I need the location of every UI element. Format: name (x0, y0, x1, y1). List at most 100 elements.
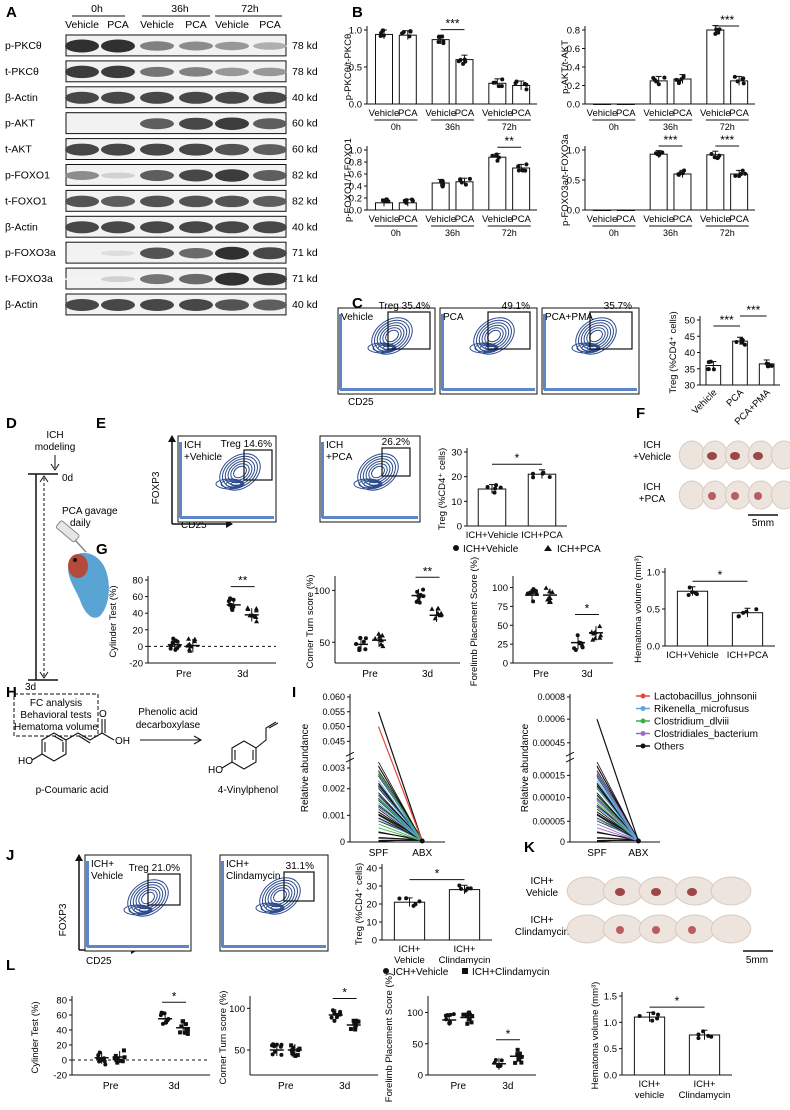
data-point (183, 1022, 188, 1027)
data-point (467, 1017, 472, 1022)
y-tick-label: 0.0 (567, 100, 580, 111)
significance-mark: ** (423, 564, 433, 578)
blot-band (215, 299, 249, 311)
data-point (494, 483, 499, 488)
timeline-gavage: PCA gavage (62, 506, 118, 517)
flow-leftline (179, 442, 182, 518)
y-tick-label: 0 (138, 642, 143, 653)
y-tick-label: 25 (497, 640, 508, 651)
contour-ring (270, 905, 282, 911)
data-point (490, 153, 495, 158)
group-label: 72h (720, 228, 735, 238)
contour-ring (368, 481, 380, 487)
blot-band (179, 247, 213, 259)
y-tick-label: 100 (407, 1008, 423, 1019)
data-point (693, 590, 698, 595)
coumaric-o: O (99, 709, 107, 720)
data-point (651, 1011, 656, 1016)
y-tick-label: 10 (451, 497, 462, 508)
y-tick-label: 0 (457, 522, 462, 533)
blot-row-kd: 82 kd (292, 195, 318, 207)
y-tick-label: 0.001 (322, 810, 345, 820)
data-point (270, 1052, 275, 1057)
bar (673, 173, 692, 211)
contour-ring (484, 327, 504, 345)
data-point (463, 182, 468, 187)
brain-f-row2-label1: ICH (643, 482, 660, 493)
y-tick-label: 0.060 (322, 692, 345, 702)
significance-mark: * (515, 451, 520, 465)
y-tick-label: 0.00015 (532, 770, 565, 780)
x-tick-label: PCA (511, 214, 531, 225)
y-tick-label: 1.5 (604, 992, 617, 1003)
x-tick-label: Vehicle (690, 387, 719, 416)
y-tick-label: 0.8 (349, 158, 362, 169)
data-point (459, 180, 464, 185)
y-axis-label: Relative abundance (520, 723, 531, 812)
blot-band (140, 170, 174, 181)
x-tick-label: PCA (673, 214, 693, 225)
flow-contours (221, 861, 326, 948)
blot-strip (65, 164, 287, 186)
y-tick-label: 100 (492, 583, 508, 594)
flow-leftline (86, 861, 89, 947)
data-point (696, 1032, 701, 1037)
data-point (533, 589, 538, 594)
flow-condition-1: ICH+ (226, 859, 249, 870)
data-point (732, 74, 737, 79)
x-tick-label: Vehicle (700, 214, 731, 225)
lane-pca-0h: PCA (107, 19, 129, 31)
abx-point (419, 838, 425, 844)
data-point (245, 606, 251, 612)
data-point (254, 618, 260, 624)
data-point (517, 1051, 522, 1056)
flow-contours (441, 314, 535, 391)
lane-vehicle-0h: Vehicle (65, 19, 99, 31)
data-point (112, 1056, 117, 1061)
y-tick-label: 0.5 (604, 1044, 617, 1055)
significance-mark: * (172, 989, 177, 1003)
data-point (580, 644, 585, 649)
abundance-line (596, 718, 639, 842)
data-point (291, 1045, 296, 1050)
data-point (494, 152, 499, 157)
data-point (381, 28, 386, 33)
contour-ring (127, 879, 169, 917)
blot-row-kd: 60 kd (292, 144, 318, 156)
y-tick-label: 0.2 (349, 194, 362, 205)
significance-mark: *** (664, 133, 678, 147)
group-label: 72h (502, 122, 517, 132)
data-point (187, 648, 193, 653)
contour-ring (363, 480, 381, 488)
y-tick-label: 10 (366, 918, 377, 929)
bar (375, 33, 393, 105)
data-point (706, 367, 711, 372)
bar (730, 173, 749, 211)
data-point (451, 1012, 456, 1017)
blot-band (253, 91, 287, 104)
blot-band (253, 170, 287, 181)
bar (649, 153, 668, 211)
x-tick-label: Pre (362, 669, 378, 680)
blot-band (253, 67, 287, 77)
abundance-line (596, 777, 639, 842)
y-tick-label: 30 (684, 381, 695, 392)
brain-slice (770, 480, 790, 510)
contour-ring (374, 319, 410, 353)
data-point (289, 1043, 294, 1048)
blot-band (101, 195, 135, 207)
data-point (379, 31, 384, 36)
flow-contours (179, 442, 274, 519)
y-axis-label: Forelimb Placement Score (%) (469, 557, 480, 686)
data-point (184, 1027, 189, 1032)
contour-ring (586, 327, 606, 345)
data-point (516, 164, 521, 169)
blot-band (101, 143, 135, 156)
contour-ring (130, 881, 166, 915)
contour-ring (357, 453, 399, 491)
data-point (541, 470, 546, 475)
blot-band (101, 276, 135, 283)
data-point (716, 28, 721, 33)
